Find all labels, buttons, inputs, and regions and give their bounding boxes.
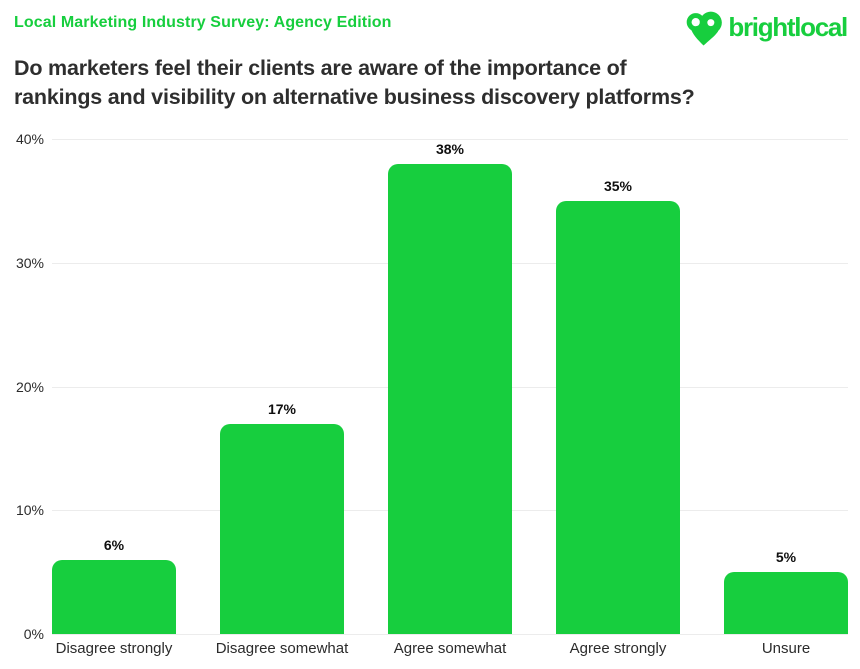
gridline xyxy=(52,634,848,635)
category-label: Disagree somewhat xyxy=(215,640,349,657)
bar-value-label: 38% xyxy=(435,140,465,157)
chart-title-line-1: Do marketers feel their clients are awar… xyxy=(14,56,627,80)
category-label: Agree somewhat xyxy=(393,640,507,657)
y-tick-label: 10% xyxy=(15,502,44,519)
bar-group: 35% Agree strongly xyxy=(556,139,680,657)
bar-value-label: 17% xyxy=(267,400,297,417)
y-tick-label: 30% xyxy=(15,254,44,271)
bar xyxy=(220,423,344,634)
bar-value-label: 5% xyxy=(775,549,797,566)
bar xyxy=(388,163,512,634)
y-tick-label: 20% xyxy=(15,378,44,395)
brightlocal-wordmark: brightlocal xyxy=(728,12,848,42)
survey-eyebrow-label: Local Marketing Industry Survey: Agency … xyxy=(14,14,392,31)
category-label: Agree strongly xyxy=(569,640,667,657)
brightlocal-logo: brightlocal xyxy=(685,10,848,47)
bar-group: 5% Unsure xyxy=(724,139,848,657)
bar-group: 6% Disagree strongly xyxy=(52,139,176,657)
y-tick-label: 40% xyxy=(15,131,44,147)
plot-area: 6% Disagree strongly 17% Disagree somewhat 3… xyxy=(52,139,848,657)
y-axis-labels: 0% 10% 20% 30% 40% xyxy=(0,131,44,642)
bar xyxy=(52,559,176,634)
bar xyxy=(724,572,848,634)
brightlocal-heart-pin-icon xyxy=(687,11,723,46)
category-label: Unsure xyxy=(761,640,811,657)
chart-title-line-2: rankings and visibility on alternative b… xyxy=(14,85,695,109)
bars: 6% Disagree strongly 17% Disagree somewhat 3… xyxy=(52,139,848,657)
y-tick-label: 0% xyxy=(23,626,44,642)
gridline xyxy=(52,139,848,140)
bar-value-label: 6% xyxy=(103,536,125,553)
bar-group: 38% Agree somewhat xyxy=(388,139,512,657)
bar-value-label: 35% xyxy=(603,177,633,194)
bar xyxy=(556,200,680,634)
category-label: Disagree strongly xyxy=(55,640,173,657)
bar-group: 17% Disagree somewhat xyxy=(216,139,349,657)
chart-title: Do marketers feel their clients are awar… xyxy=(14,54,695,112)
